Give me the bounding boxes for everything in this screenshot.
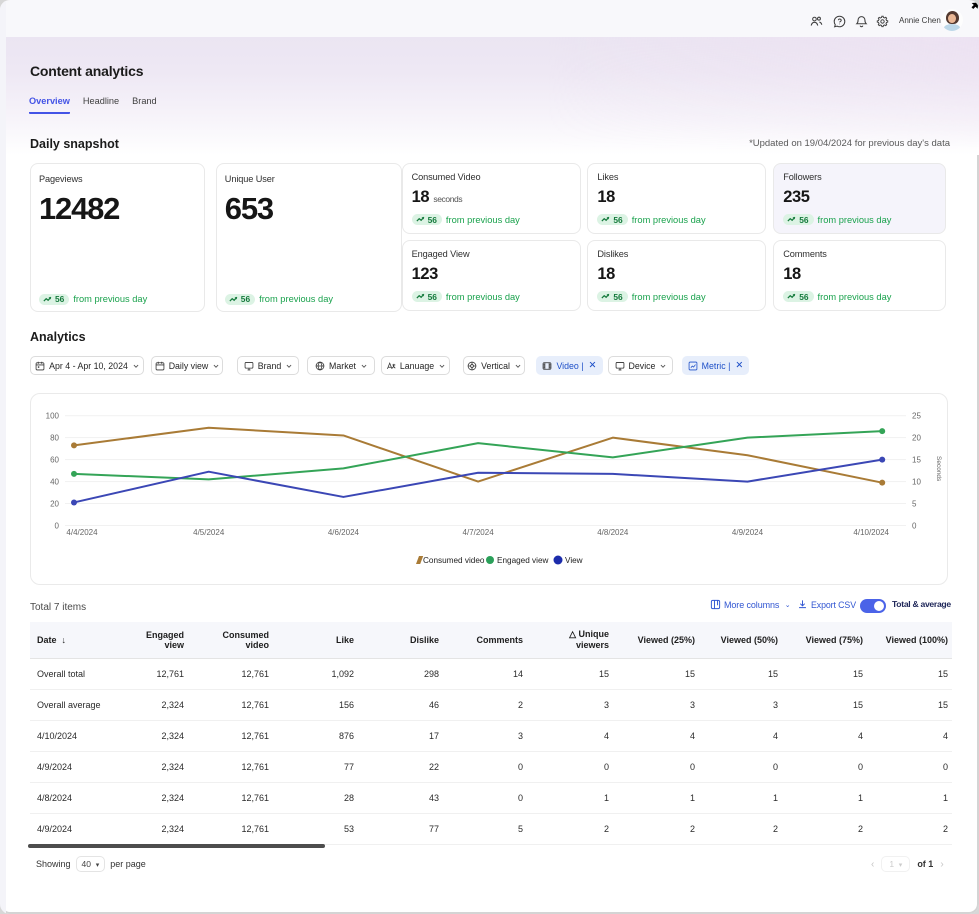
- svg-text:4/7/2024: 4/7/2024: [463, 528, 495, 537]
- svg-text:Consumed video: Consumed video: [423, 556, 485, 565]
- svg-text:4/9/2024: 4/9/2024: [732, 528, 764, 537]
- svg-text:25: 25: [912, 412, 921, 421]
- svg-text:20: 20: [50, 499, 59, 508]
- svg-text:15: 15: [912, 455, 921, 464]
- svg-text:60: 60: [50, 455, 59, 464]
- svg-text:4/10/2024: 4/10/2024: [853, 528, 889, 537]
- svg-text:10: 10: [912, 477, 921, 486]
- svg-text:4/4/2024: 4/4/2024: [66, 528, 98, 537]
- svg-text:100: 100: [46, 412, 60, 421]
- svg-text:4/8/2024: 4/8/2024: [597, 528, 629, 537]
- svg-text:80: 80: [50, 433, 59, 442]
- svg-text:20: 20: [912, 433, 921, 442]
- svg-text:Engaged view: Engaged view: [497, 556, 549, 565]
- svg-text:5: 5: [912, 499, 917, 508]
- svg-text:Seconds: Seconds: [935, 456, 942, 482]
- svg-text:40: 40: [50, 477, 59, 486]
- svg-text:0: 0: [55, 521, 60, 530]
- svg-text:4/5/2024: 4/5/2024: [193, 528, 225, 537]
- svg-text:4/6/2024: 4/6/2024: [328, 528, 360, 537]
- svg-text:0: 0: [912, 521, 917, 530]
- svg-text:View: View: [565, 556, 583, 565]
